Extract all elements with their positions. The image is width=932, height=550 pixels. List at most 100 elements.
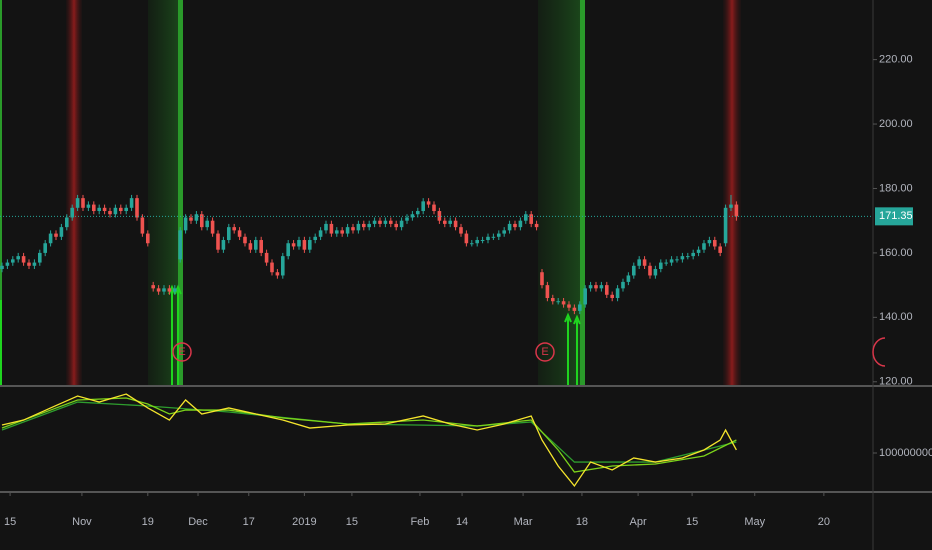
candle-body xyxy=(232,227,236,231)
candle-body xyxy=(415,211,420,215)
candle-body xyxy=(577,304,582,311)
candle-body xyxy=(313,236,317,241)
candle-body xyxy=(464,233,469,244)
candle-body xyxy=(631,265,636,276)
candle-body xyxy=(399,220,404,228)
candle-body xyxy=(523,214,528,221)
candle-body xyxy=(691,252,695,257)
candle-body xyxy=(59,227,64,237)
candle-body xyxy=(685,256,690,258)
candle-body xyxy=(534,223,539,228)
x-tick-label: 18 xyxy=(576,516,588,528)
candle-body xyxy=(118,207,123,212)
candle-body xyxy=(259,240,263,253)
earnings-marker xyxy=(172,342,192,362)
candle-body xyxy=(518,220,523,228)
candle-body xyxy=(140,217,145,234)
candle-body xyxy=(226,227,231,241)
x-tick-label: Mar xyxy=(514,516,533,528)
candle-body xyxy=(664,262,668,264)
last-price-label: 171.35 xyxy=(879,210,913,222)
red-band xyxy=(66,0,82,385)
x-tick-label: 14 xyxy=(456,516,468,528)
indicator-line xyxy=(1,393,737,488)
candle-body xyxy=(383,220,388,224)
candle-body xyxy=(167,288,172,292)
candle-body xyxy=(545,285,550,299)
x-tick-label: Feb xyxy=(410,516,429,528)
candle-body xyxy=(567,304,571,308)
candle-body xyxy=(410,214,415,218)
candle-body xyxy=(480,240,485,242)
candle-body xyxy=(221,240,226,250)
candle-body xyxy=(615,288,620,299)
candle-body xyxy=(10,259,15,263)
x-tick-label: Apr xyxy=(630,516,647,528)
candle-body xyxy=(351,227,355,231)
candle-body xyxy=(469,243,474,245)
candle-body xyxy=(599,285,604,289)
candle-body xyxy=(734,204,739,217)
y-tick-label: 220.00 xyxy=(879,54,913,66)
candle-body xyxy=(556,301,560,303)
y-tick-label: 160.00 xyxy=(879,247,913,259)
candle-body xyxy=(513,223,517,228)
candle-body xyxy=(54,233,58,237)
candle-body xyxy=(712,240,717,247)
candle-body xyxy=(97,207,101,212)
candle-body xyxy=(162,288,166,292)
candle-body xyxy=(621,281,625,289)
candle-body xyxy=(491,236,496,238)
candle-body xyxy=(448,220,452,224)
candle-body xyxy=(124,207,128,212)
candle-body xyxy=(356,223,361,231)
y-tick-label: 120.00 xyxy=(879,376,913,388)
candle-body xyxy=(426,201,431,205)
candle-body xyxy=(172,288,177,292)
candle-body xyxy=(32,262,37,266)
x-tick-label: 17 xyxy=(243,516,255,528)
candle-body xyxy=(529,214,533,224)
green-band xyxy=(148,0,182,385)
x-tick-label: 15 xyxy=(4,516,16,528)
candle-body xyxy=(421,201,425,212)
candle-body xyxy=(642,259,647,266)
candle-body xyxy=(334,230,339,234)
candle-body xyxy=(594,285,598,289)
candle-body xyxy=(75,198,80,208)
candle-body xyxy=(264,252,269,263)
green-signal xyxy=(580,0,585,385)
candle-body xyxy=(275,272,280,276)
candle-body xyxy=(243,236,247,244)
earnings-label: E xyxy=(178,346,185,358)
candle-body xyxy=(453,220,458,228)
candle-body xyxy=(340,230,344,234)
candle-body xyxy=(658,262,663,270)
candle-body xyxy=(367,223,371,228)
candle-body xyxy=(610,294,614,299)
candle-body xyxy=(248,243,253,250)
candle-body xyxy=(637,259,641,266)
candle-body xyxy=(81,198,85,208)
candle-body xyxy=(437,211,442,221)
candle-body xyxy=(626,275,631,282)
candle-body xyxy=(507,223,512,231)
candle-body xyxy=(583,288,587,305)
candle-body xyxy=(189,217,193,221)
red-band xyxy=(723,0,741,385)
candle-body xyxy=(388,220,393,224)
candle-body xyxy=(378,220,382,224)
candle-body xyxy=(502,230,506,234)
candle-body xyxy=(86,204,91,208)
candle-body xyxy=(91,204,96,212)
candle-body xyxy=(550,298,555,302)
x-tick-label: Dec xyxy=(188,516,208,528)
green-signal xyxy=(0,0,2,385)
candle-body xyxy=(178,230,182,260)
candle-body xyxy=(442,220,447,224)
candle-body xyxy=(37,252,42,263)
candle-body xyxy=(329,223,334,234)
candle-body xyxy=(669,259,674,263)
candle-body xyxy=(432,204,436,212)
